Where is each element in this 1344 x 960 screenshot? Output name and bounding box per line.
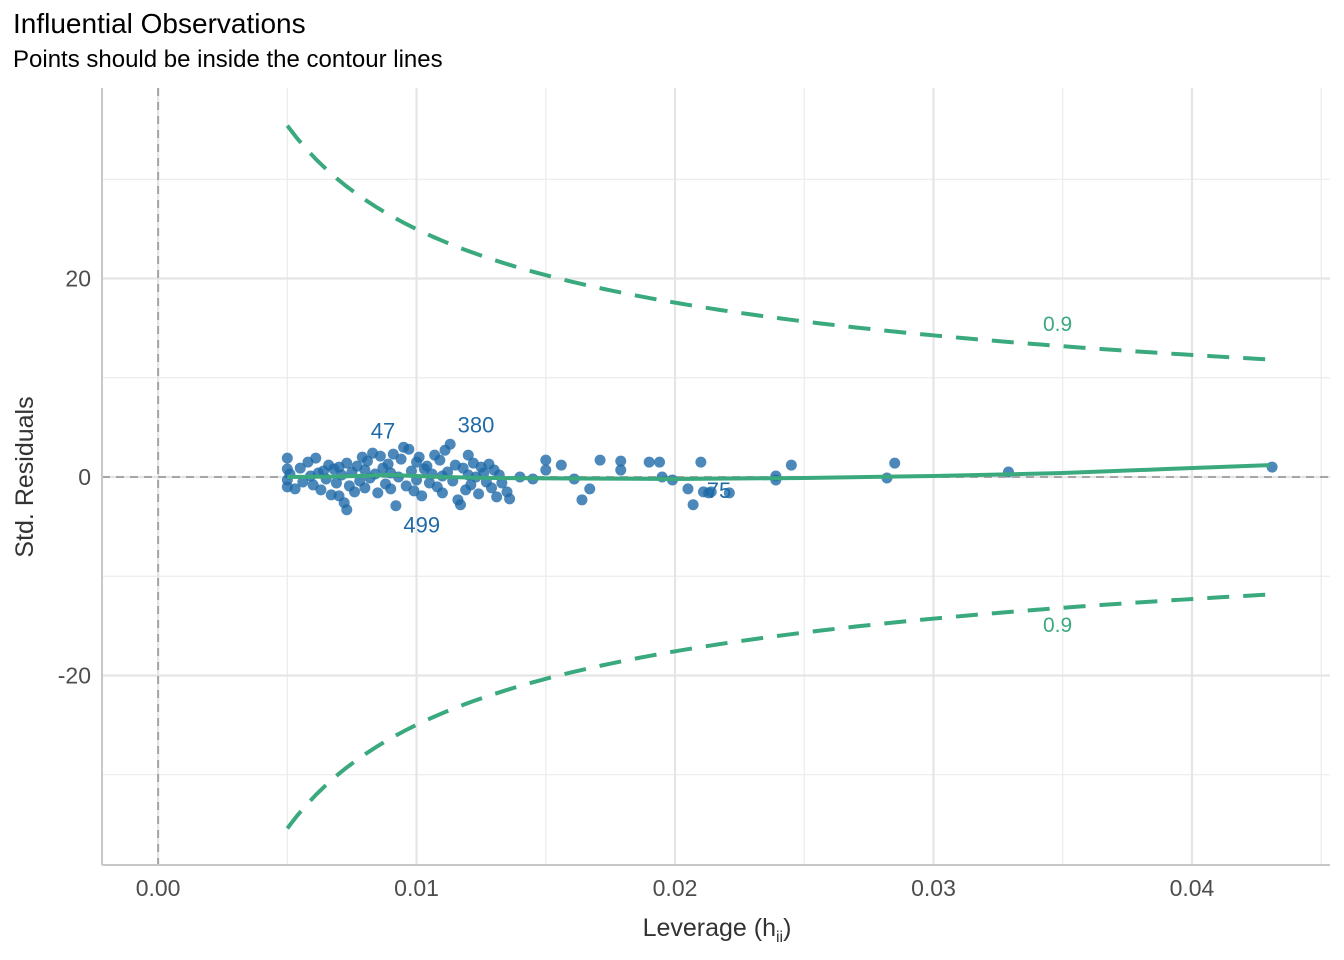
data-point	[473, 488, 485, 500]
data-point	[723, 487, 735, 499]
smooth-line	[287, 463, 1270, 481]
lower-contour-line	[285, 592, 1270, 830]
x-tick-label: 0.04	[1170, 875, 1215, 901]
point-label: 380	[458, 412, 495, 437]
data-point	[349, 486, 361, 498]
data-point	[540, 454, 552, 466]
y-axis-label: Std. Residuals	[11, 396, 39, 557]
y-tick-label: 0	[78, 464, 91, 490]
data-point	[281, 452, 293, 464]
data-point	[341, 457, 353, 469]
data-point	[421, 460, 433, 472]
data-point	[486, 482, 498, 494]
data-point	[395, 453, 407, 465]
data-point	[687, 499, 699, 511]
data-point	[403, 443, 415, 455]
x-axis-label: Leverage (hii)	[643, 914, 792, 946]
y-tick-label: -20	[58, 662, 91, 688]
x-tick-label: 0.03	[911, 875, 956, 901]
upper-contour-label: 0.9	[1043, 313, 1072, 336]
data-point	[436, 487, 448, 499]
data-point	[540, 464, 552, 476]
data-point	[341, 504, 353, 516]
data-point	[330, 477, 342, 489]
data-point	[889, 457, 901, 469]
data-point	[584, 483, 596, 495]
data-point	[390, 500, 402, 512]
data-point	[504, 493, 516, 505]
chart-title: Influential Observations	[13, 8, 306, 39]
point-label: 499	[403, 513, 440, 538]
data-point	[455, 499, 467, 511]
data-point	[615, 455, 627, 467]
data-point	[289, 483, 301, 495]
y-tick-label: 20	[65, 266, 91, 292]
data-point	[361, 455, 373, 467]
point-label: 75	[707, 478, 731, 503]
data-point	[385, 483, 397, 495]
upper-contour-line	[285, 124, 1270, 362]
data-point	[594, 454, 606, 466]
data-point	[442, 466, 454, 478]
data-point	[576, 494, 588, 506]
lower-contour-label: 0.9	[1043, 614, 1072, 637]
data-point	[444, 438, 456, 450]
x-tick-label: 0.01	[394, 875, 439, 901]
data-point	[416, 490, 428, 502]
chart-subtitle: Points should be inside the contour line…	[13, 46, 443, 73]
data-point	[654, 456, 666, 468]
data-point	[315, 484, 327, 496]
data-point	[785, 459, 797, 471]
data-point	[462, 449, 474, 461]
data-point	[615, 464, 627, 476]
data-point	[294, 462, 306, 474]
data-point	[434, 454, 446, 466]
data-point	[682, 483, 694, 495]
data-point	[695, 456, 707, 468]
data-point	[297, 476, 309, 488]
data-point	[413, 451, 425, 463]
data-point	[643, 456, 655, 468]
data-point	[496, 477, 508, 489]
x-tick-label: 0.02	[653, 875, 698, 901]
data-point	[359, 464, 371, 476]
data-point	[372, 487, 384, 499]
data-point	[491, 491, 503, 503]
data-point	[555, 459, 567, 471]
data-point	[465, 479, 477, 491]
data-point	[374, 450, 386, 462]
point-label: 47	[371, 418, 395, 443]
x-tick-label: 0.00	[136, 875, 181, 901]
data-point	[705, 486, 717, 498]
data-point	[359, 482, 371, 494]
data-point	[382, 458, 394, 470]
data-point	[310, 452, 322, 464]
